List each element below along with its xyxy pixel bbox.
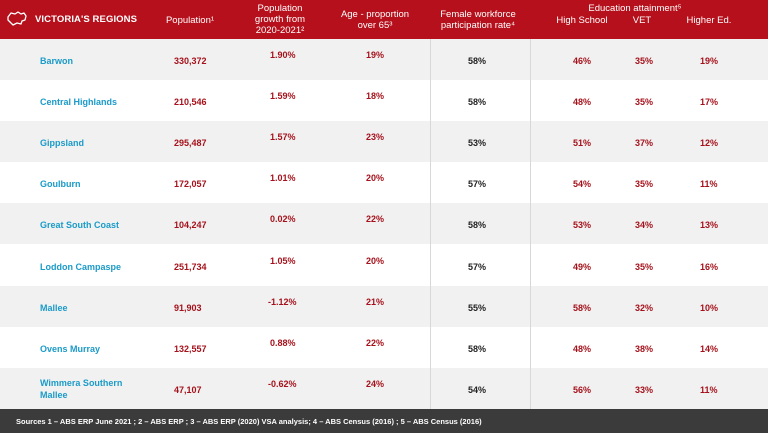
table-header: VICTORIA'S REGIONS Population¹ Populatio…	[0, 0, 768, 39]
col-vet: VET	[632, 15, 652, 26]
growth-value: 1.05%	[270, 255, 296, 266]
age-value: 18%	[366, 91, 385, 102]
growth-value: 0.02%	[270, 214, 296, 225]
table-row: Great South Coast 104,247 0.02% 22% 58% …	[0, 203, 768, 245]
table-row: Ovens Murray 132,557 0.88% 22% 58% 48% 3…	[0, 326, 768, 368]
female-value: 54%	[468, 384, 487, 395]
region-name: Gippsland	[40, 138, 85, 149]
col-high-school: High School	[556, 15, 608, 26]
high-school-value: 51%	[573, 138, 592, 149]
female-value: 57%	[468, 261, 487, 272]
col-growth: Population growth from 2020-2021²	[254, 3, 306, 36]
col-higher-ed: Higher Ed.	[686, 15, 732, 26]
region-name: Barwon	[40, 56, 74, 66]
population-value: 210,546	[174, 97, 207, 108]
higher-ed-value: 12%	[700, 138, 719, 149]
higher-ed-value: 17%	[700, 97, 719, 108]
population-value: 104,247	[174, 220, 207, 231]
growth-value: 1.59%	[270, 91, 296, 102]
female-value: 57%	[468, 179, 487, 190]
region-name: Great South Coast	[40, 220, 120, 231]
population-value: 295,487	[174, 138, 207, 149]
table-title: VICTORIA'S REGIONS	[35, 14, 138, 25]
vet-value: 35%	[635, 261, 654, 272]
high-school-value: 58%	[573, 302, 592, 313]
region-name: Goulburn	[40, 179, 81, 190]
growth-value: -1.12%	[268, 296, 297, 307]
regions-table: Barwon 330,372 1.90% 19% 58% 46% 35% 19%…	[0, 39, 768, 409]
high-school-value: 49%	[573, 261, 592, 272]
age-value: 24%	[366, 378, 385, 389]
vet-value: 33%	[635, 384, 654, 395]
high-school-value: 48%	[573, 97, 592, 108]
vet-value: 32%	[635, 302, 654, 313]
age-value: 22%	[366, 214, 385, 225]
high-school-value: 56%	[573, 384, 592, 395]
region-name: Central Highlands	[40, 97, 118, 108]
growth-value: 0.88%	[270, 337, 296, 348]
col-age: Age - proportion over 65³	[340, 9, 410, 31]
region-name: Ovens Murray	[40, 343, 101, 354]
population-value: 330,372	[174, 56, 207, 66]
female-value: 55%	[468, 302, 487, 313]
age-value: 22%	[366, 337, 385, 348]
vet-value: 37%	[635, 138, 654, 149]
high-school-value: 46%	[573, 56, 592, 66]
age-value: 19%	[366, 50, 385, 60]
table-row: Gippsland 295,487 1.57% 23% 53% 51% 37% …	[0, 121, 768, 163]
age-value: 20%	[366, 173, 385, 184]
population-value: 132,557	[174, 343, 207, 354]
col-education: Education attainment⁵	[588, 3, 682, 14]
table-row: Mallee 91,903 -1.12% 21% 55% 58% 32% 10%	[0, 285, 768, 327]
sources-footer: Sources 1 – ABS ERP June 2021 ; 2 – ABS …	[0, 409, 768, 433]
table-row: Loddon Campaspe 251,734 1.05% 20% 57% 49…	[0, 244, 768, 286]
column-divider	[530, 39, 531, 409]
higher-ed-value: 16%	[700, 261, 719, 272]
higher-ed-value: 11%	[700, 384, 718, 395]
higher-ed-value: 14%	[700, 343, 719, 354]
vet-value: 38%	[635, 343, 654, 354]
region-name: Mallee	[40, 302, 68, 313]
growth-value: 1.01%	[270, 173, 296, 184]
growth-value: -0.62%	[268, 378, 297, 389]
age-value: 23%	[366, 132, 385, 143]
vet-value: 35%	[635, 56, 654, 66]
higher-ed-value: 10%	[700, 302, 719, 313]
population-value: 91,903	[174, 302, 202, 313]
female-value: 58%	[468, 97, 487, 108]
higher-ed-value: 19%	[700, 56, 719, 66]
higher-ed-value: 13%	[700, 220, 719, 231]
female-value: 58%	[468, 220, 487, 231]
growth-value: 1.90%	[270, 50, 296, 60]
high-school-value: 48%	[573, 343, 592, 354]
region-name: Wimmera Southern Mallee	[40, 377, 123, 400]
col-female-workforce: Female workforce participation rate⁴	[440, 9, 516, 31]
vet-value: 35%	[635, 179, 654, 190]
region-name: Loddon Campaspe	[40, 261, 122, 272]
high-school-value: 53%	[573, 220, 592, 231]
table-row: Central Highlands 210,546 1.59% 18% 58% …	[0, 80, 768, 122]
female-value: 53%	[468, 138, 487, 149]
high-school-value: 54%	[573, 179, 592, 190]
age-value: 21%	[366, 296, 385, 307]
table-row: Goulburn 172,057 1.01% 20% 57% 54% 35% 1…	[0, 162, 768, 204]
population-value: 47,107	[174, 384, 202, 395]
col-population: Population¹	[165, 15, 215, 26]
higher-ed-value: 11%	[700, 179, 718, 190]
table-row: Wimmera Southern Mallee 47,107 -0.62% 24…	[0, 367, 768, 409]
population-value: 251,734	[174, 261, 207, 272]
victoria-map-icon	[7, 11, 27, 26]
female-value: 58%	[468, 56, 487, 66]
table-row: Barwon 330,372 1.90% 19% 58% 46% 35% 19%	[0, 39, 768, 81]
growth-value: 1.57%	[270, 132, 296, 143]
column-divider	[430, 39, 431, 409]
vet-value: 35%	[635, 97, 654, 108]
vet-value: 34%	[635, 220, 654, 231]
population-value: 172,057	[174, 179, 207, 190]
female-value: 58%	[468, 343, 487, 354]
age-value: 20%	[366, 255, 385, 266]
